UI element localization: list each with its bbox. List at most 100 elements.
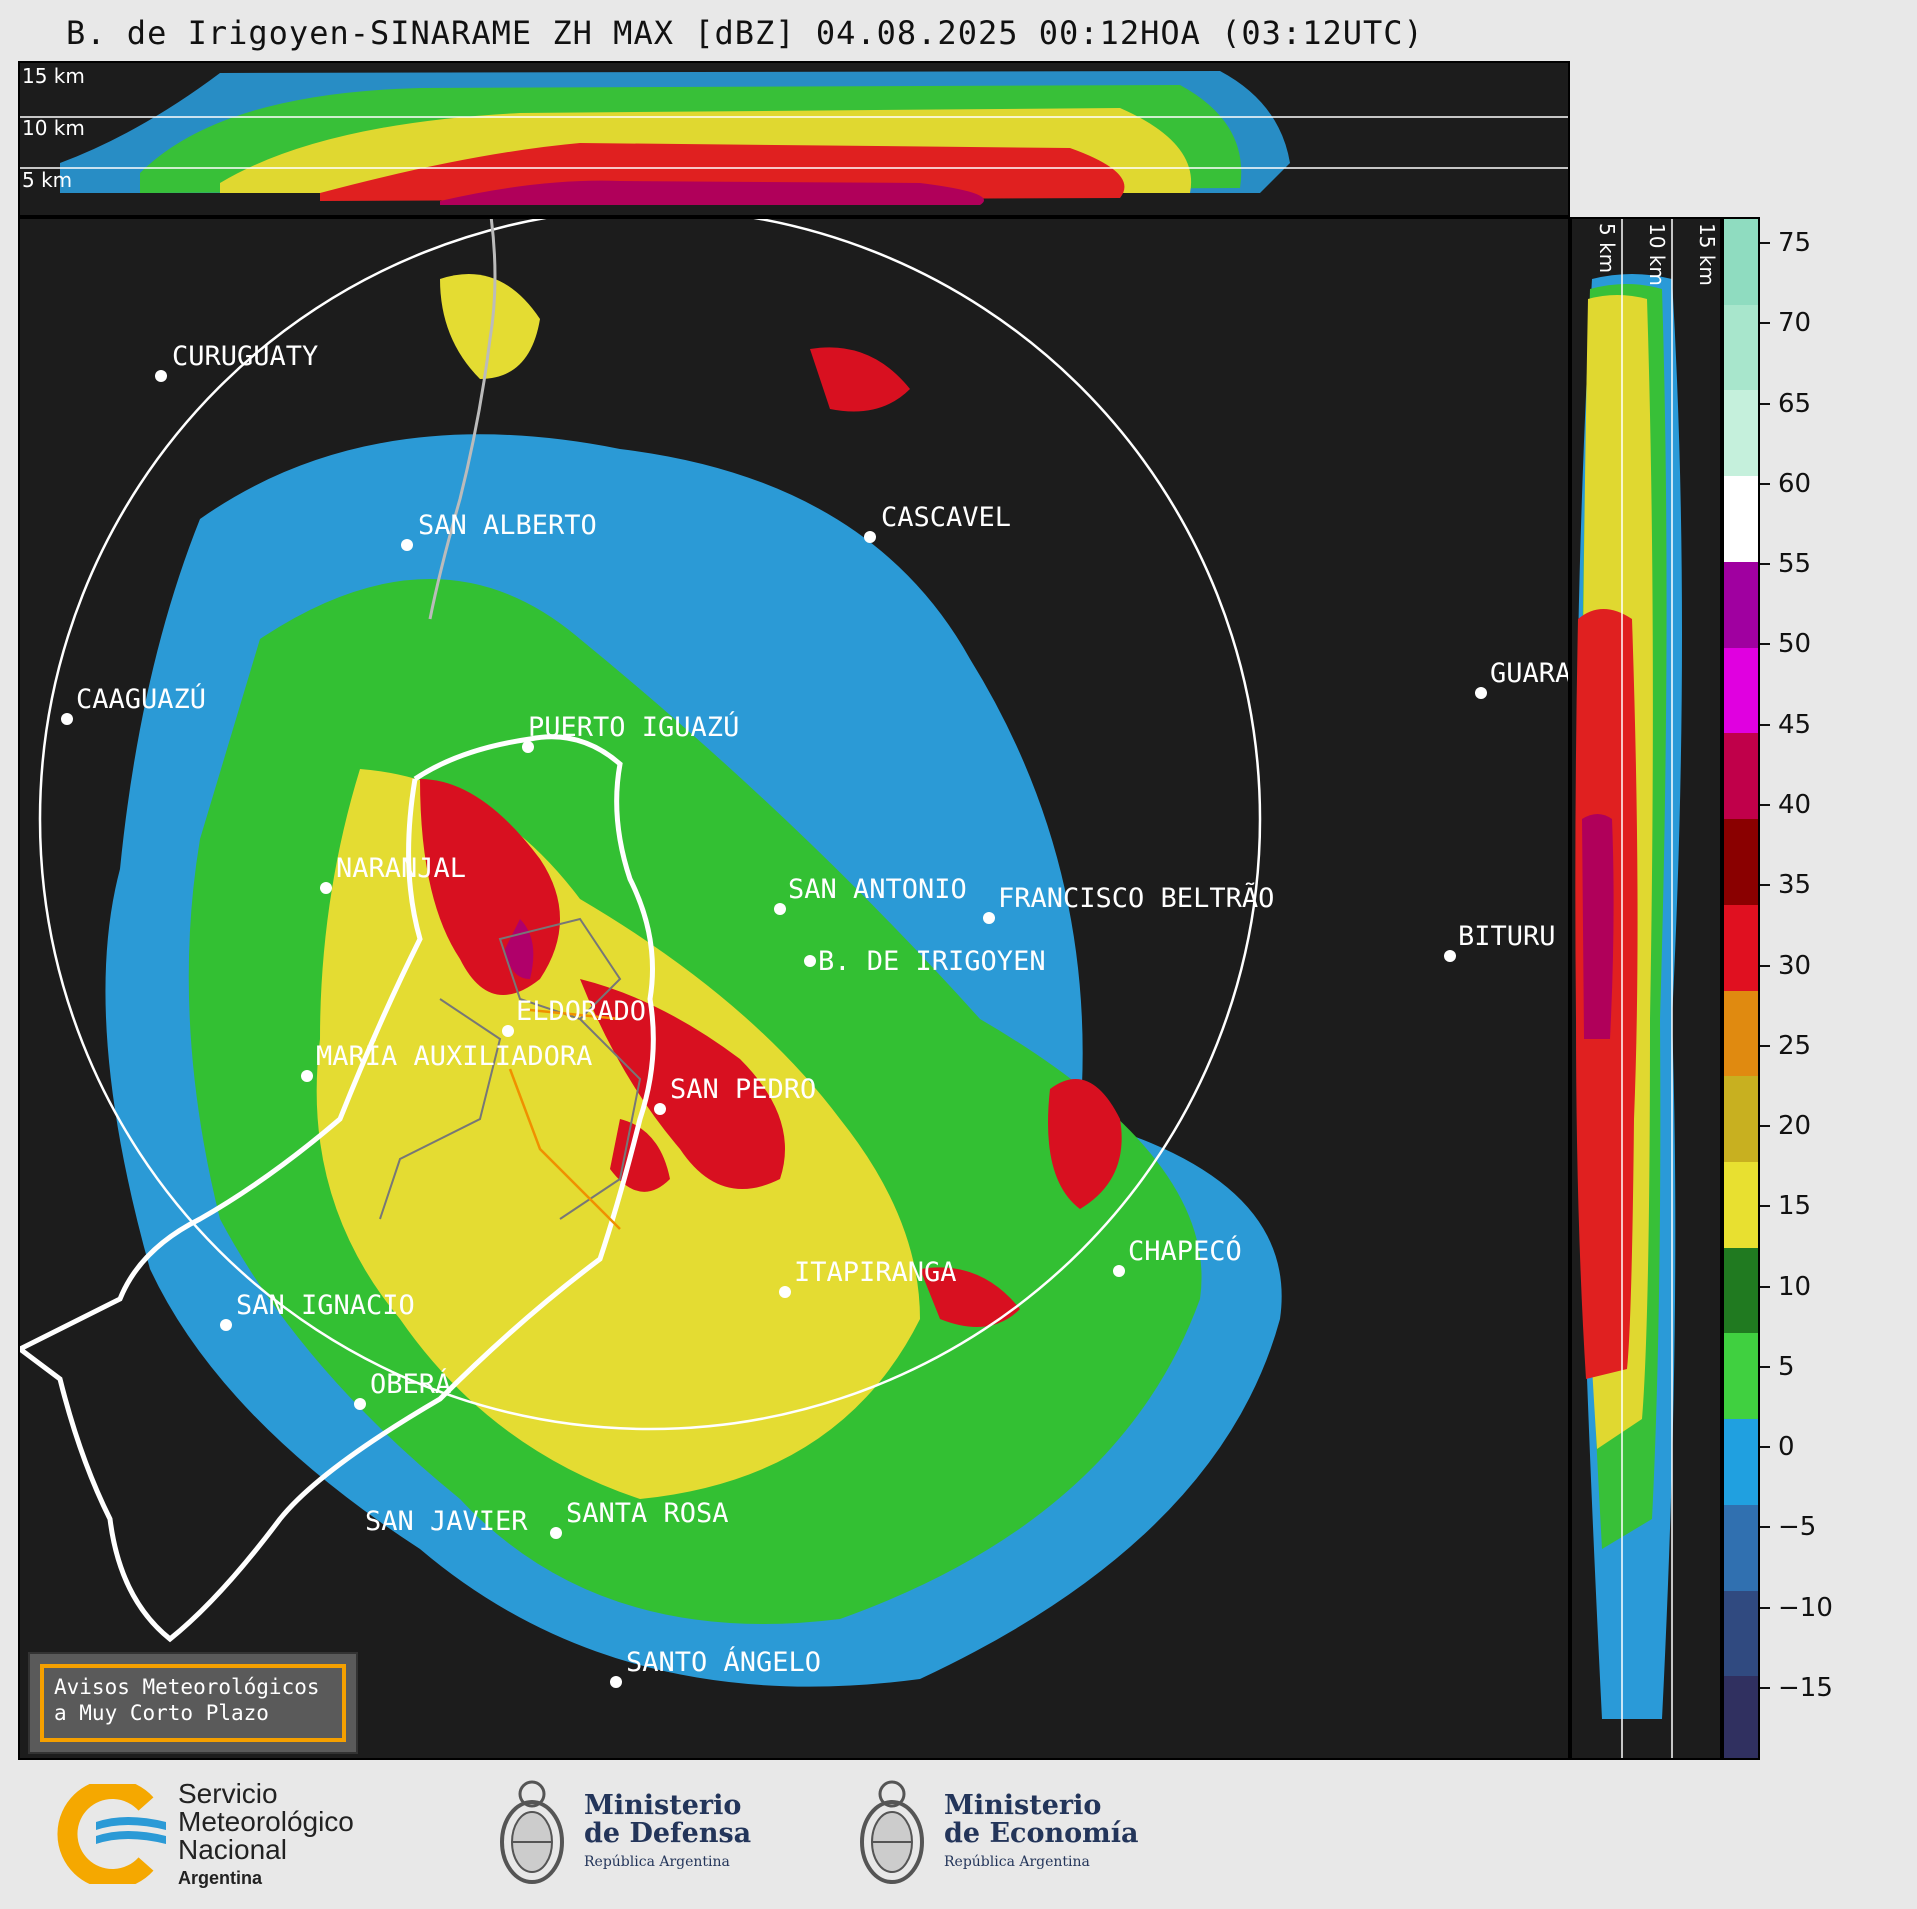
avisos-line2: a Muy Corto Plazo: [54, 1701, 269, 1725]
city-santa-rosa: SANTA ROSA: [566, 1498, 729, 1529]
defensa-line1: Ministerio: [584, 1790, 742, 1821]
colorbar-tick-mark: [1760, 1446, 1770, 1449]
colorbar-tick-label: 40: [1778, 789, 1812, 820]
colorbar-tick-label: −15: [1778, 1673, 1833, 1703]
highlight-area: [508, 1007, 621, 1230]
avisos-box: Avisos Meteorológicos a Muy Corto Plazo: [28, 1652, 358, 1754]
colorbar-segment: [1724, 390, 1758, 478]
colorbar-segment: [1724, 1161, 1758, 1249]
colorbar-segment: [1724, 561, 1758, 649]
colorbar-tick-mark: [1760, 322, 1770, 325]
city-puerto-iguazu: PUERTO IGUAZÚ: [528, 711, 739, 743]
right-level-15km: 15 km: [1695, 223, 1719, 286]
smn-line2: Meteorológico: [178, 1806, 354, 1837]
colorbar-tick-label: 15: [1778, 1191, 1812, 1222]
city-curuguaty: CURUGUATY: [172, 341, 318, 372]
colorbar-segment: [1724, 1504, 1758, 1592]
city-san-javier: SAN JAVIER: [365, 1506, 528, 1537]
colorbar-tick-label: 20: [1778, 1111, 1812, 1142]
city-san-ignacio: SAN IGNACIO: [236, 1290, 415, 1321]
city-b-de-irigoyen: B. DE IRIGOYEN: [818, 946, 1046, 977]
footer: Servicio Meteorológico Nacional Argentin…: [0, 1762, 1917, 1909]
city-cascavel: CASCAVEL: [881, 502, 1011, 533]
city-obera: OBERÁ: [370, 1368, 451, 1400]
colorbar-tick-mark: [1760, 1687, 1770, 1689]
economia-line1: Ministerio: [944, 1790, 1102, 1821]
colorbar-tick-mark: [1760, 1125, 1770, 1128]
colorbar-tick-label: 25: [1778, 1030, 1812, 1061]
colorbar-tick-mark: [1760, 242, 1770, 244]
right-level-10km: 10 km: [1645, 223, 1669, 286]
colorbar-tick-label: 55: [1778, 549, 1812, 580]
colorbar-segment: [1724, 1247, 1758, 1335]
economia-line2: de Economía: [944, 1818, 1139, 1849]
top-cross-section-panel: 15 km 10 km 5 km: [18, 61, 1570, 217]
smn-line4: Argentina: [178, 1868, 263, 1888]
radar-echo-layer: [105, 274, 1282, 1687]
city-bituru: BITURU: [1458, 921, 1556, 952]
colorbar-tick-mark: [1760, 1285, 1770, 1288]
city-santo-angelo: SANTO ÁNGELO: [626, 1646, 821, 1678]
smn-logo-icon: [57, 1784, 166, 1884]
smn-line1: Servicio: [178, 1778, 278, 1809]
right-level-5km: 5 km: [1595, 223, 1619, 273]
colorbar-tick-label: 0: [1778, 1432, 1795, 1463]
city-maria-auxiliadora: MARÍA AUXILIADORA: [316, 1040, 592, 1072]
colorbar-fill: [1724, 219, 1758, 1758]
city-guara: GUARA: [1490, 658, 1570, 689]
colorbar-segment: [1724, 1076, 1758, 1163]
city-caaguazu: CAAGUAZÚ: [76, 683, 206, 715]
colorbar-tick-mark: [1760, 803, 1770, 806]
colorbar-tick-mark: [1760, 643, 1770, 646]
colorbar-segment: [1724, 819, 1758, 906]
avisos-line1: Avisos Meteorológicos: [54, 1675, 320, 1699]
top-level-10km: 10 km: [22, 116, 85, 140]
range-ring: [38, 219, 1262, 1431]
colorbar-segment: [1724, 904, 1758, 992]
city-eldorado: ELDORADO: [516, 996, 646, 1027]
smn-name: Servicio Meteorológico Nacional Argentin…: [178, 1780, 354, 1892]
colorbar-segment: [1724, 1590, 1758, 1678]
colorbar-tick-label: 35: [1778, 870, 1812, 901]
colorbar-tick-label: 70: [1778, 308, 1812, 339]
ministerio-defensa: Ministerio de Defensa República Argentin…: [584, 1792, 751, 1876]
colorbar-tick-mark: [1760, 1044, 1770, 1047]
colorbar-segment: [1724, 476, 1758, 563]
colorbar-segment: [1724, 219, 1758, 306]
colorbar-tick-mark: [1760, 1606, 1770, 1609]
colorbar-tick-mark: [1760, 723, 1770, 726]
top-level-5km: 5 km: [22, 168, 72, 192]
radar-map-panel: CURUGUATY SAN ALBERTO CASCAVEL CAAGUAZÚ …: [18, 217, 1570, 1760]
colorbar-tick-label: 30: [1778, 950, 1812, 981]
colorbar-tick-label: 10: [1778, 1271, 1812, 1302]
colorbar-tick-label: 60: [1778, 468, 1812, 499]
smn-line3: Nacional: [178, 1834, 287, 1865]
colorbar-segment: [1724, 647, 1758, 735]
colorbar-tick-mark: [1760, 1526, 1770, 1529]
ministerio-economia: Ministerio de Economía República Argenti…: [944, 1792, 1138, 1876]
colorbar-segment: [1724, 1419, 1758, 1506]
province-border-misiones: [20, 734, 656, 1643]
economia-sub: República Argentina: [944, 1854, 1090, 1870]
top-level-15km: 15 km: [22, 64, 85, 88]
city-naranjal: NARANJAL: [336, 853, 466, 884]
city-san-alberto: SAN ALBERTO: [418, 510, 597, 541]
colorbar-tick-mark: [1760, 1205, 1770, 1208]
map-title: B. de Irigoyen-SINARAME ZH MAX [dBZ] 04.…: [66, 14, 1424, 52]
colorbar-tick-label: 45: [1778, 709, 1812, 740]
colorbar-tick-label: 75: [1778, 228, 1812, 258]
river-border-line: [20, 778, 423, 1352]
colorbar-tick-label: 65: [1778, 388, 1812, 419]
colorbar-tick-label: 50: [1778, 629, 1812, 660]
radar-map: CURUGUATY SAN ALBERTO CASCAVEL CAAGUAZÚ …: [20, 219, 1570, 1688]
colorbar-segment: [1724, 1676, 1758, 1758]
defensa-line2: de Defensa: [584, 1818, 752, 1849]
coat-of-arms-icon: [500, 1780, 564, 1884]
country-border-line: [428, 219, 497, 620]
coat-of-arms-icon-2: [860, 1780, 924, 1884]
right-cross-section-panel: 5 km 10 km 15 km: [1570, 217, 1722, 1760]
colorbar-segment: [1724, 1333, 1758, 1421]
city-san-antonio: SAN ANTONIO: [788, 874, 967, 905]
colorbar-tick-label: 5: [1778, 1351, 1795, 1382]
city-san-pedro: SAN PEDRO: [670, 1074, 816, 1105]
